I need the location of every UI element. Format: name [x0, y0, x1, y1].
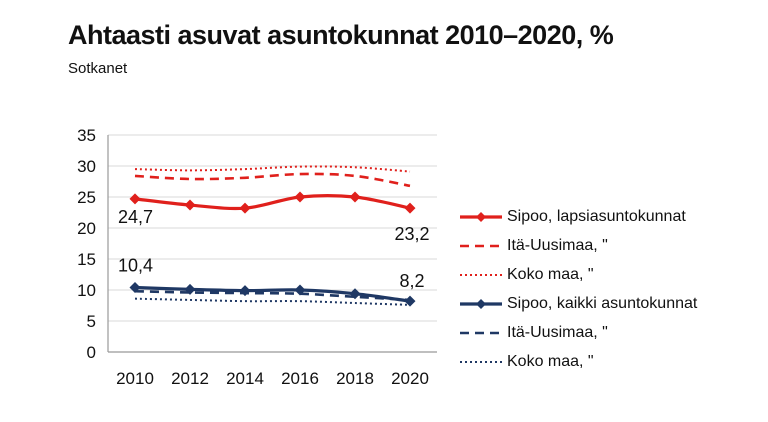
- legend-label: Koko maa, ": [507, 352, 594, 370]
- x-tick-label: 2012: [171, 369, 209, 388]
- data-point-marker: [476, 298, 486, 309]
- data-point-marker: [476, 211, 486, 222]
- data-point-marker: [239, 202, 251, 214]
- legend: Sipoo, lapsiasuntokunnat Itä-Uusimaa, " Ko…: [459, 202, 697, 376]
- data-point-marker: [404, 202, 416, 214]
- data-label: 24,7: [118, 207, 153, 227]
- data-label: 8,2: [399, 271, 424, 291]
- legend-label: Koko maa, ": [507, 265, 594, 283]
- legend-item-2: Koko maa, ": [459, 260, 697, 289]
- y-tick-label: 20: [77, 219, 96, 238]
- legend-label: Sipoo, lapsiasuntokunnat: [507, 207, 686, 225]
- x-tick-label: 2018: [336, 369, 374, 388]
- legend-label: Itä-Uusimaa, ": [507, 236, 608, 254]
- legend-item-5: Koko maa, ": [459, 347, 697, 376]
- series-line-5: [134, 297, 411, 306]
- series-line-2: [134, 165, 411, 173]
- data-label: 23,2: [394, 224, 429, 244]
- y-tick-label: 15: [77, 250, 96, 269]
- legend-line-sample: [460, 331, 502, 334]
- data-point-marker: [184, 199, 196, 211]
- chart-title: Ahtaasti asuvat asuntokunnat 2010–2020, …: [68, 20, 614, 50]
- y-tick-label: 30: [77, 157, 96, 176]
- data-point-marker: [404, 295, 416, 307]
- x-tick-label: 2020: [391, 369, 429, 388]
- data-label: 10,4: [118, 256, 153, 276]
- data-point-marker: [239, 285, 251, 297]
- legend-line-sample: [460, 298, 502, 309]
- legend-line-sample: [460, 244, 502, 247]
- y-tick-label: 25: [77, 188, 96, 207]
- legend-label: Sipoo, kaikki asuntokunnat: [507, 294, 698, 312]
- legend-line-sample: [460, 360, 502, 363]
- series-line-0: [133, 194, 412, 211]
- x-tick-label: 2014: [226, 369, 264, 388]
- y-tick-label: 0: [87, 343, 96, 362]
- chart-subtitle: Sotkanet: [68, 60, 128, 77]
- data-point-marker: [294, 191, 306, 203]
- series-line-1: [134, 172, 411, 188]
- legend-item-3: Sipoo, kaikki asuntokunnat: [459, 289, 697, 318]
- legend-item-1: Itä-Uusimaa, ": [459, 231, 697, 260]
- y-tick-label: 35: [77, 126, 96, 145]
- x-tick-label: 2016: [281, 369, 319, 388]
- legend-item-0: Sipoo, lapsiasuntokunnat: [459, 202, 697, 231]
- data-point-marker: [349, 191, 361, 203]
- legend-line-sample: [460, 211, 502, 222]
- x-tick-label: 2010: [116, 369, 154, 388]
- legend-line-sample: [460, 273, 502, 276]
- series-line-4: [134, 289, 411, 302]
- legend-label: Itä-Uusimaa, ": [507, 323, 608, 341]
- y-tick-label: 5: [87, 312, 96, 331]
- data-point-marker: [129, 193, 141, 205]
- legend-item-4: Itä-Uusimaa, ": [459, 318, 697, 347]
- y-tick-label: 10: [77, 281, 96, 300]
